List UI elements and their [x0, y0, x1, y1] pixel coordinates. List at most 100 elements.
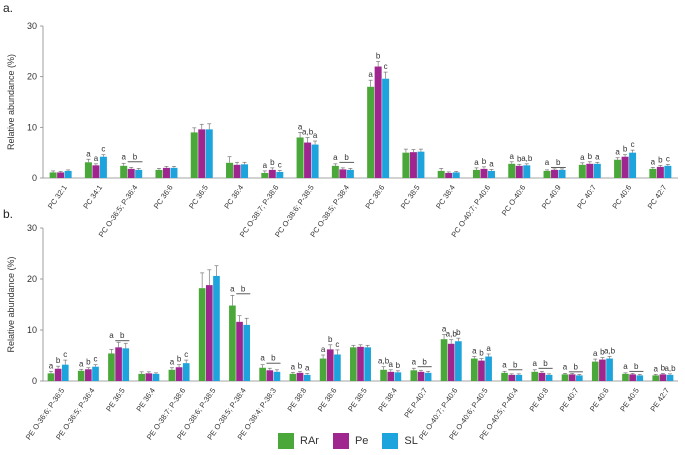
- panel-a-significance-letter: b: [623, 145, 628, 154]
- panel-b-significance-letter: a: [321, 345, 326, 354]
- panel-a-bar-sl: [593, 163, 601, 178]
- panel-a-bar-sl: [170, 167, 178, 178]
- panel-a-bar-sl: [417, 151, 425, 178]
- panel-b-bar-sl: [61, 364, 69, 381]
- panel-a-significance-letter: a: [595, 152, 600, 161]
- legend-label-rar: RAr: [300, 435, 319, 447]
- panel-a-bar-pe: [586, 163, 594, 178]
- panel-a-significance-letter: b: [344, 153, 349, 162]
- panel-a-bar-pe: [198, 129, 206, 178]
- panel-a-bar-rar: [261, 172, 269, 178]
- panel-a-x-tick-label: PC 36:6: [152, 183, 175, 210]
- panel-b-y-tick-label: 20: [27, 274, 37, 284]
- panel-b-bar-sl: [575, 375, 583, 381]
- legend-label-pe: Pe: [354, 435, 369, 447]
- panel-b-significance-letter: c: [335, 340, 339, 349]
- panel-b-bar-pe: [85, 369, 92, 381]
- panel-b-bar-pe: [629, 374, 636, 381]
- legend-swatch-rar: [278, 433, 294, 449]
- panel-b-bar-sl: [334, 354, 341, 381]
- panel-a-bar-rar: [226, 162, 234, 178]
- panel-b-bar-rar: [77, 370, 85, 381]
- panel-b-bar-rar: [47, 373, 55, 381]
- panel-b-significance-letter: a,b: [664, 364, 676, 373]
- panel-b-bar-sl: [485, 356, 492, 381]
- panel-b-bar-rar: [470, 358, 478, 381]
- panel-a-bar-rar: [578, 164, 586, 178]
- panel-b-significance-letter: a: [79, 359, 84, 368]
- panel-b-bar-sl: [92, 366, 99, 381]
- panel-a-bar-sl: [205, 129, 213, 178]
- panel-b-bar-rar: [591, 361, 599, 381]
- panel-a-bar-pe: [656, 166, 664, 178]
- panel-b-bar-rar: [350, 347, 357, 381]
- panel-b-x-tick-label: PE 40:5: [618, 386, 641, 413]
- panel-a-bar-pe: [374, 66, 382, 178]
- panel-b-significance-letter: b: [241, 284, 246, 293]
- panel-a-bar-rar: [49, 172, 57, 178]
- panel-a-x-tick-label: PC 38:6: [363, 183, 386, 210]
- panel-b-x-tick-label: PE 40:6: [588, 386, 611, 413]
- panel-b-x-tick-label: PE P-40:7: [402, 386, 429, 419]
- panel-a-significance-letter: b: [482, 157, 487, 166]
- panel-a-significance-letter: b: [556, 158, 561, 167]
- panel-b-y-tick-label: 30: [27, 223, 37, 233]
- panel-a-significance-letter: a: [474, 158, 479, 167]
- panel-b-bar-sl: [606, 358, 613, 381]
- panel-b-bar-rar: [198, 288, 206, 381]
- panel-a-bar-pe: [162, 167, 170, 178]
- panel-b-significance-letter: a: [502, 360, 507, 369]
- panel-b-significance-letter: a: [442, 325, 447, 334]
- panel-b-significance-letter: a: [230, 284, 235, 293]
- panel-a-bar-pe: [57, 172, 65, 178]
- panel-b-bar-sl: [273, 371, 281, 381]
- panel-a-y-tick-label: 20: [27, 72, 37, 82]
- panel-b-significance-letter: a: [623, 362, 628, 371]
- panel-b-bar-sl: [455, 341, 462, 381]
- panel-a-bar-pe: [551, 169, 559, 178]
- panel-b-bar-pe: [266, 370, 274, 381]
- panel-a-bar-rar: [437, 170, 445, 178]
- panel-a-significance-letter: b: [517, 154, 522, 163]
- panel-b-bar-sl: [122, 348, 130, 381]
- panel-a-bar-sl: [664, 165, 672, 178]
- panel-b-bar-rar: [440, 339, 448, 381]
- panel-a-bar-sl: [64, 170, 72, 178]
- panel-b-bar-pe: [659, 374, 667, 381]
- panel-a-x-tick-label: PC O-40:6: [500, 183, 528, 217]
- panel-a-significance-letter: b: [270, 158, 275, 167]
- panel-a-bar-pe: [515, 165, 523, 178]
- panel-b-bar-sl: [364, 347, 371, 381]
- panel-b-significance-letter: b: [422, 357, 427, 366]
- panel-a-significance-letter: a: [298, 122, 303, 131]
- panel-b-x-tick-label: PE 38:8: [286, 386, 309, 413]
- panel-a-bar-rar: [84, 162, 92, 178]
- panel-a-significance-letter: c: [631, 140, 635, 149]
- panel-a-bar-pe: [304, 142, 312, 178]
- panel-a-bar-rar: [155, 169, 163, 178]
- panel-b-significance-letter: a: [486, 344, 491, 353]
- panel-b-bar-rar: [410, 370, 418, 381]
- panel-a-significance-letter: a: [580, 153, 585, 162]
- panel-b-bar-sl: [424, 372, 432, 381]
- panel-a-x-tick-label: PC 42:7: [646, 183, 669, 210]
- panel-b-bar-pe: [145, 373, 153, 381]
- panel-b-significance-letter: b: [271, 354, 276, 363]
- panel-b-x-tick-label: PE 38:5: [346, 386, 369, 413]
- panel-b-x-tick-label: PE 42:7: [648, 386, 671, 413]
- panel-b-significance-letter: a: [305, 363, 310, 372]
- panel-a-bar-pe: [92, 165, 100, 178]
- panel-b-bar-sl: [515, 374, 523, 381]
- panel-b-x-tick-label: PE 40:8: [527, 386, 550, 413]
- panel-b-bar-sl: [213, 275, 220, 381]
- panel-b-x-tick-label: PE 36:4: [134, 386, 157, 413]
- panel-b-bar-pe: [508, 374, 516, 381]
- panel-b-significance-letter: c: [63, 350, 67, 359]
- panel-a-y-tick-label: 10: [27, 122, 37, 132]
- panel-a-significance-letter: a,b: [521, 154, 533, 163]
- panel-a-bar-pe: [445, 172, 453, 178]
- panel-b-bar-pe: [417, 371, 425, 381]
- panel-a-bar-pe: [480, 168, 488, 178]
- panel-b-significance-letter: c: [184, 350, 188, 359]
